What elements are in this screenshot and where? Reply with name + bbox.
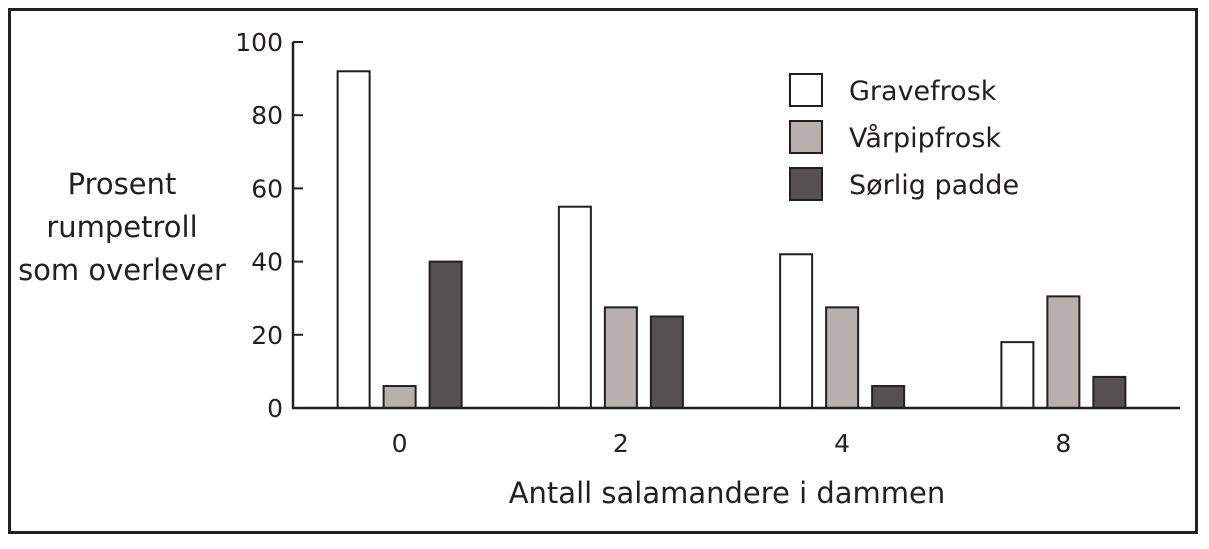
legend: Gravefrosk Vårpipfrosk Sørlig padde	[789, 73, 1019, 201]
bar	[603, 306, 638, 410]
y-tick-label: 60	[251, 174, 283, 203]
y-axis-title-line: som overlever	[18, 253, 226, 287]
legend-swatch	[789, 120, 823, 154]
legend-label: Vårpipfrosk	[849, 123, 1001, 154]
bar	[649, 315, 684, 409]
bar	[428, 260, 463, 409]
y-tick-label: 80	[251, 101, 283, 130]
x-tick-label: 2	[613, 429, 629, 458]
y-tick-label: 0	[267, 394, 283, 423]
bar	[779, 253, 814, 409]
y-axis: 0 20 40 60 80 100	[235, 28, 303, 423]
x-tick-label: 0	[392, 429, 408, 458]
x-axis: 0 2 4 8	[292, 406, 1180, 458]
bar	[1000, 341, 1035, 409]
bar	[825, 306, 860, 410]
bar	[336, 70, 371, 409]
y-axis-title: Prosent rumpetroll som overlever	[18, 167, 226, 287]
legend-label: Sørlig padde	[849, 170, 1019, 201]
y-tick-label: 20	[251, 321, 283, 350]
legend-label: Gravefrosk	[849, 76, 997, 107]
y-tick-label: 100	[235, 28, 283, 57]
x-tick-label: 8	[1055, 429, 1071, 458]
chart-frame	[8, 8, 1198, 534]
legend-swatch	[789, 73, 823, 107]
bar	[1046, 295, 1081, 409]
x-tick-label: 4	[834, 429, 850, 458]
y-axis-title-line: rumpetroll	[46, 210, 197, 244]
bars	[336, 70, 1127, 410]
x-axis-title: Antall salamandere i dammen	[509, 476, 946, 510]
bar	[871, 385, 906, 410]
bar	[382, 385, 417, 410]
legend-swatch	[789, 167, 823, 201]
bar	[1092, 375, 1127, 410]
y-tick-label: 40	[251, 248, 283, 277]
bar	[557, 205, 592, 409]
y-axis-title-line: Prosent	[68, 167, 177, 201]
